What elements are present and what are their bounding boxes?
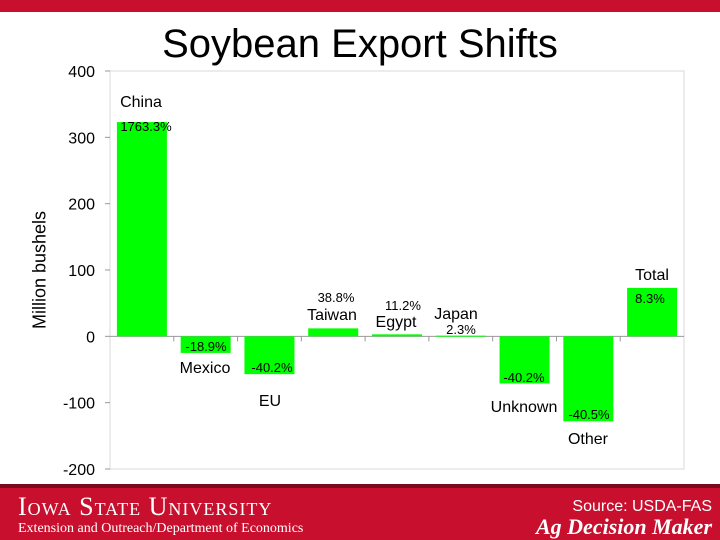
department-text: Extension and Outreach/Department of Eco… bbox=[18, 521, 304, 536]
category-label: Unknown bbox=[491, 399, 558, 416]
chart-title: Soybean Export Shifts bbox=[162, 22, 558, 66]
data-label: -40.2% bbox=[251, 360, 293, 375]
data-label: -40.5% bbox=[568, 407, 610, 422]
data-label: -40.2% bbox=[503, 370, 545, 385]
category-label: EU bbox=[259, 393, 281, 410]
data-label: 38.8% bbox=[318, 290, 355, 305]
data-label: 11.2% bbox=[385, 298, 421, 313]
bar-china bbox=[116, 122, 167, 337]
source-text: Source: USDA-FAS bbox=[572, 498, 712, 515]
bar-taiwan bbox=[308, 328, 359, 337]
bar-other bbox=[563, 336, 614, 422]
category-label: China bbox=[120, 94, 162, 111]
bar-mexico bbox=[180, 336, 231, 353]
bar-total bbox=[627, 287, 678, 337]
bar-egypt bbox=[372, 334, 422, 337]
footer-bar bbox=[0, 488, 720, 540]
data-label: -18.9% bbox=[185, 339, 227, 354]
bar-eu bbox=[244, 336, 295, 375]
university-logo-text: Iowa State University bbox=[18, 492, 273, 521]
y-tick-label: 400 bbox=[68, 64, 95, 81]
data-label: 1763.3% bbox=[120, 119, 172, 134]
y-tick-label: 200 bbox=[68, 197, 95, 214]
category-label: Japan bbox=[434, 306, 478, 323]
y-tick-label: 100 bbox=[68, 263, 95, 280]
category-label: Egypt bbox=[376, 314, 417, 331]
bar-unknown bbox=[499, 336, 550, 384]
category-label: Total bbox=[635, 267, 669, 284]
y-tick-label: 0 bbox=[86, 329, 95, 346]
y-tick-label: -100 bbox=[63, 396, 95, 413]
category-label: Taiwan bbox=[307, 307, 357, 324]
top-rule bbox=[0, 0, 720, 12]
data-label: 2.3% bbox=[446, 322, 476, 337]
chart-canvas: 400 300 200 100 0 -100 -200 China 1763.3% Mexico -… bbox=[63, 64, 685, 479]
y-tick-label: -200 bbox=[63, 462, 95, 479]
footer-divider bbox=[0, 484, 720, 488]
category-label: Mexico bbox=[180, 360, 231, 377]
data-label: 8.3% bbox=[635, 291, 665, 306]
y-tick-label: 300 bbox=[68, 130, 95, 147]
bar-japan bbox=[435, 335, 486, 337]
brand-text: Ag Decision Maker bbox=[536, 514, 712, 539]
category-label: Other bbox=[568, 431, 609, 448]
